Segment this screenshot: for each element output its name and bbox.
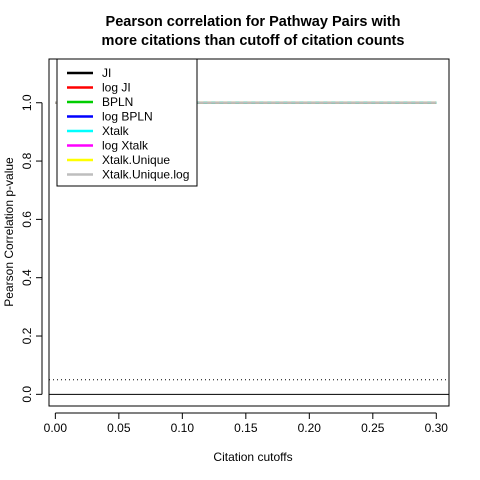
legend-label-ji: JI [102,66,111,80]
x-tick-label: 0.05 [107,421,131,435]
y-tick-label: 0.6 [20,211,34,228]
y-axis: 0.0 0.2 0.4 0.6 0.8 1.0 [20,94,43,403]
legend-label-xtalk-unique-log: Xtalk.Unique.log [102,168,189,182]
x-tick-label: 0.15 [234,421,258,435]
y-tick-label: 0.4 [20,269,34,286]
legend-label-xtalk: Xtalk [102,124,130,138]
y-tick-label: 0.8 [20,152,34,169]
legend-label-log-xtalk: log Xtalk [102,139,149,153]
x-tick-label: 0.20 [298,421,322,435]
x-axis: 0.00 0.05 0.10 0.15 0.20 0.25 0.30 [44,412,449,435]
y-tick-label: 1.0 [20,94,34,111]
x-tick-label: 0.10 [171,421,195,435]
legend-label-log-bpln: log BPLN [102,110,153,124]
y-axis-label: Pearson Correlation p-value [2,157,16,307]
y-tick-label: 0.2 [20,327,34,344]
plot-frame [48,58,450,407]
x-tick-label: 0.25 [361,421,385,435]
x-tick-label: 0.30 [425,421,449,435]
x-axis-label: Citation cutoffs [213,450,292,464]
legend-label-bpln: BPLN [102,95,133,109]
chart-title-line-1: Pearson correlation for Pathway Pairs wi… [106,14,401,30]
x-tick-label: 0.00 [44,421,68,435]
legend-label-xtalk-unique: Xtalk.Unique [102,153,170,167]
legend-label-log-ji: log JI [102,81,131,95]
y-tick-label: 0.0 [20,386,34,403]
chart-title-line-2: more citations than cutoff of citation c… [102,33,405,49]
legend-box [56,58,198,187]
